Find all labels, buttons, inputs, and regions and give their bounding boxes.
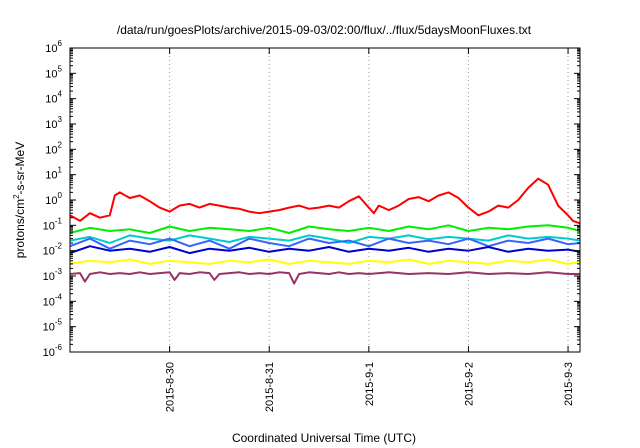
series-line-4	[69, 245, 581, 255]
y-tick-label-base: 10	[45, 94, 57, 106]
y-tick-label-exponent: 0	[58, 191, 63, 200]
y-tick-label-exponent: 1	[58, 166, 63, 175]
y-tick-label-base: 10	[45, 119, 57, 131]
chart-title: /data/run/goesPlots/archive/2015-09-03/0…	[117, 23, 532, 37]
y-tick-label: 10-1	[43, 216, 63, 232]
series-line-6	[69, 271, 580, 285]
series-line-1	[69, 224, 581, 234]
y-tick-label-base: 10	[43, 271, 55, 283]
y-tick-label: 100	[45, 191, 62, 207]
y-tick-label: 104	[45, 90, 62, 106]
plot-frame	[69, 47, 581, 353]
y-tick-label: 10-2	[43, 242, 63, 258]
x-tick-label: 2015-9-3	[563, 362, 575, 406]
y-tick-label-base: 10	[43, 322, 55, 334]
series-line-0	[69, 177, 581, 225]
y-tick-label-base: 10	[45, 68, 57, 80]
y-axis-title-part1: protons/cm	[13, 199, 27, 258]
y-tick-label: 101	[45, 166, 62, 182]
y-axis-title-superscript: 2	[12, 194, 21, 199]
y-tick-label: 10-5	[43, 318, 63, 334]
series-layer	[69, 177, 581, 285]
y-tick-label-base: 10	[45, 195, 57, 207]
y-tick-label-base: 10	[45, 43, 57, 55]
y-tick-label: 102	[45, 140, 62, 156]
y-tick-label-exponent: 4	[58, 90, 63, 99]
y-tick-label-exponent: 5	[58, 64, 63, 73]
y-tick-label-exponent: -5	[55, 318, 63, 327]
y-tick-label-exponent: -4	[55, 292, 63, 301]
y-tick-label-exponent: 2	[58, 140, 63, 149]
y-tick-label-base: 10	[43, 246, 55, 258]
series-line-2	[69, 234, 581, 244]
y-tick-label: 10-6	[43, 343, 63, 359]
y-tick-label-exponent: -1	[55, 216, 63, 225]
y-tick-label: 106	[45, 39, 62, 55]
y-tick-label-exponent: 6	[58, 39, 63, 48]
grid-layer	[169, 48, 569, 352]
y-tick-label: 103	[45, 115, 62, 131]
x-tick-label: 2015-8-30	[165, 362, 177, 412]
y-tick-label-exponent: -3	[55, 267, 63, 276]
y-axis-title: protons/cm2-s-sr-MeV	[12, 142, 27, 258]
y-tick-label: 10-3	[43, 267, 63, 283]
series-line-3	[69, 237, 581, 250]
y-tick-label-base: 10	[43, 220, 55, 232]
y-tick-label: 10-4	[43, 292, 63, 308]
y-axis-title-part2: -s-sr-MeV	[13, 142, 27, 195]
y-tick-label-base: 10	[43, 296, 55, 308]
y-tick-label-base: 10	[45, 170, 57, 182]
x-axis-title: Coordinated Universal Time (UTC)	[232, 431, 416, 445]
ticks-layer: 10-610-510-410-310-210-11001011021031041…	[43, 39, 580, 412]
y-tick-label-exponent: 3	[58, 115, 63, 124]
x-tick-label: 2015-9-1	[364, 362, 376, 406]
y-tick-label-base: 10	[43, 347, 55, 359]
y-tick-label: 105	[45, 64, 62, 80]
series-line-5	[69, 258, 581, 265]
x-tick-label: 2015-9-2	[463, 362, 475, 406]
y-tick-label-exponent: -6	[55, 343, 63, 352]
y-tick-label-exponent: -2	[55, 242, 63, 251]
x-tick-label: 2015-8-31	[264, 362, 276, 412]
y-tick-label-base: 10	[45, 144, 57, 156]
